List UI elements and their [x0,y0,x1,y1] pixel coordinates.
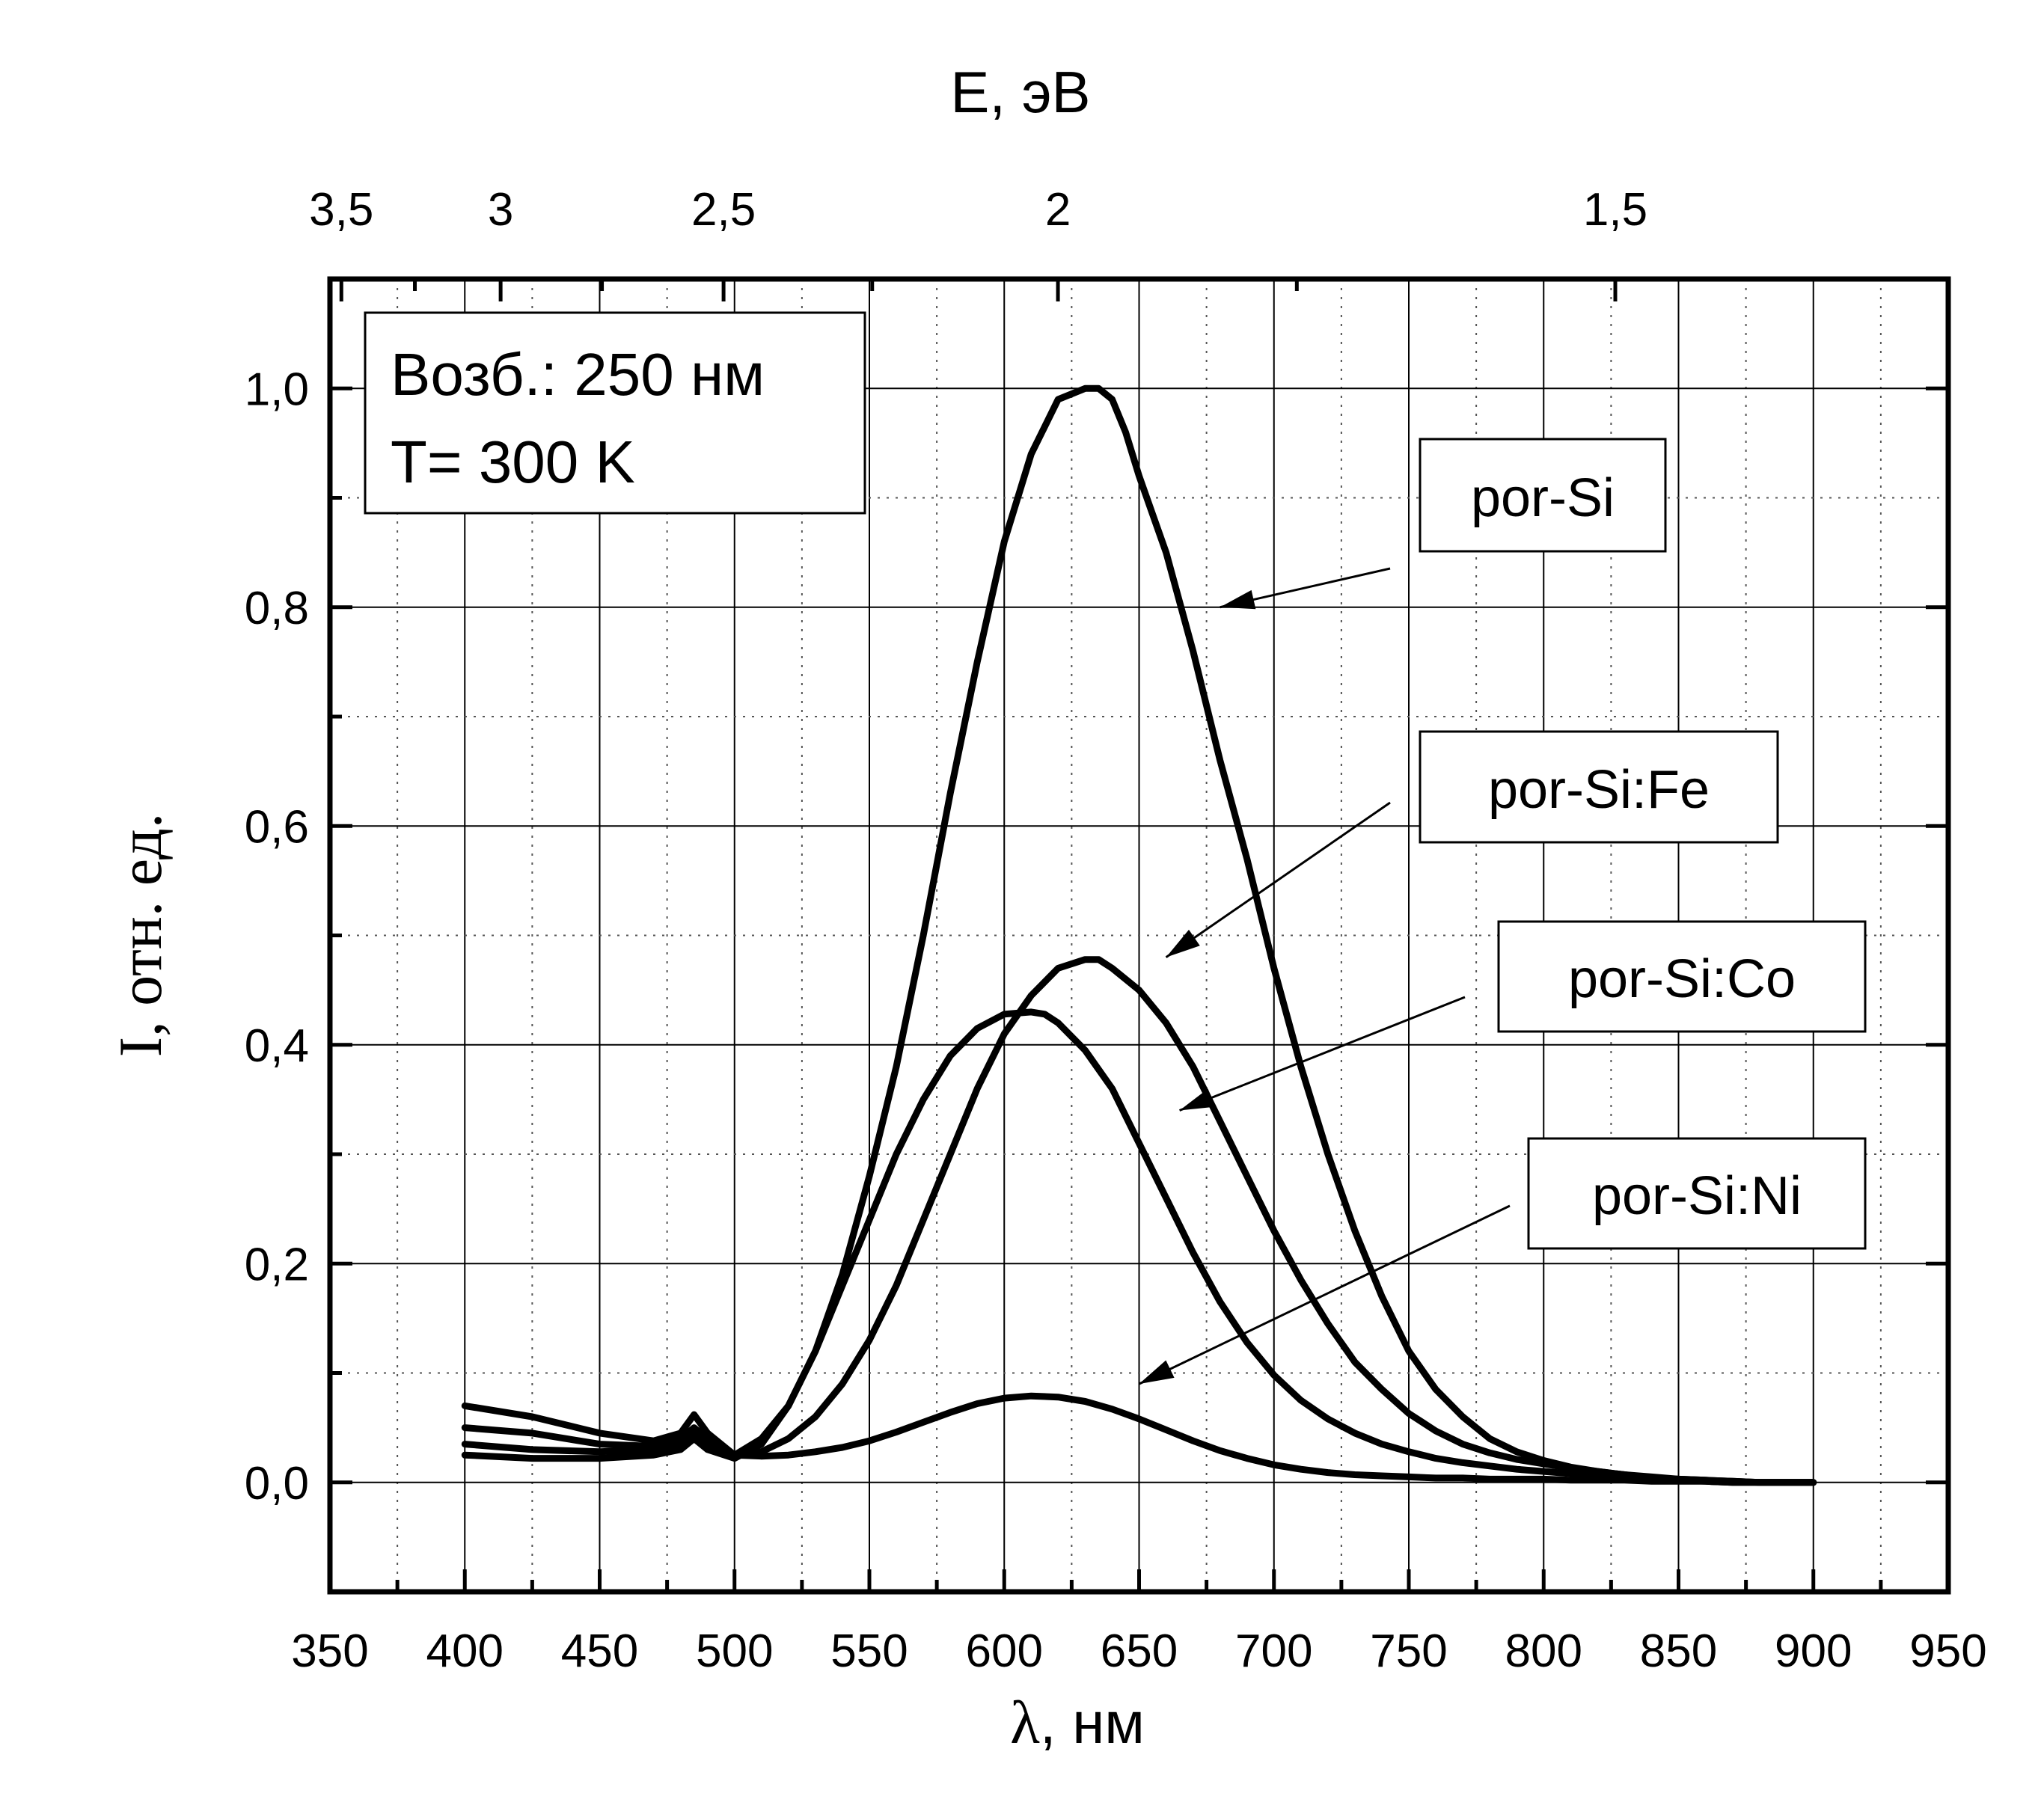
info-box: Возб.: 250 нм T= 300 K [364,311,866,515]
arrow-head [1139,1360,1175,1385]
info-temperature: T= 300 K [391,429,635,495]
x-tick-label: 950 [1909,1625,1986,1677]
x-tick-label: 850 [1640,1625,1717,1677]
x-tick-label: 350 [291,1625,368,1677]
arrow-head [1220,589,1256,610]
y-axis-title: I, отн. ед. [106,813,174,1057]
top-tick-label: 2,5 [691,184,756,236]
series-line-por-si-ni [461,1392,1817,1486]
series-annotations: por-Si por-Si:Fe por-Si:Co por-Si:Ni [1138,438,1867,1385]
x-axis-title: λ, нм [1010,1688,1145,1756]
y-tick-label: 0,4 [245,1020,309,1072]
y-tick-label: 0,8 [245,583,309,634]
arrow-por-si-fe [1165,801,1391,958]
curves [461,384,1817,1486]
annotation-por-si-co: por-Si:Co [1179,920,1867,1112]
top-tick-label: 3,5 [309,184,373,236]
x-axis-symbol: λ [1010,1688,1040,1756]
x-axis-unit: , нм [1040,1690,1145,1756]
top-tick-label: 3 [488,184,513,236]
arrow-por-si-ni [1138,1204,1511,1385]
x-tick-label: 600 [966,1625,1043,1677]
annotation-por-si: por-Si [1220,438,1667,610]
label-box-por-si [1419,438,1667,553]
x-tick-label: 700 [1235,1625,1312,1677]
y-tick-label: 0,2 [245,1239,309,1290]
annotation-por-si-ni: por-Si:Ni [1138,1137,1867,1385]
top-tick-label: 1,5 [1583,184,1647,236]
label-box-por-si-fe [1419,730,1779,844]
annotation-por-si-fe: por-Si:Fe [1165,730,1779,958]
label-por-si-fe: por-Si:Fe [1488,760,1710,820]
y-tick-label: 1,0 [245,364,309,415]
top-axis-title: E, эВ [950,59,1090,125]
x-tick-label: 750 [1370,1625,1447,1677]
x-tick-label: 400 [426,1625,504,1677]
x-tick-label: 650 [1101,1625,1178,1677]
x-tick-label: 500 [696,1625,773,1677]
label-por-si: por-Si [1471,468,1615,528]
top-tick-label: 2 [1045,184,1071,236]
x-tick-label: 800 [1505,1625,1582,1677]
arrow-head [1179,1088,1216,1111]
tick-labels: 350 400 450 500 550 600 650 700 750 800 850 900 950 0… [245,184,1987,1677]
y-tick-label: 0,6 [245,801,309,853]
info-excitation: Возб.: 250 нм [391,341,765,408]
info-box-frame [364,311,866,515]
label-por-si-ni: por-Si:Ni [1592,1166,1802,1226]
x-tick-label: 550 [830,1625,908,1677]
label-por-si-co: por-Si:Co [1568,949,1796,1009]
axis-ticks [328,279,1950,1592]
arrow-head [1166,929,1200,957]
series-line-por-si-co [461,1008,1817,1486]
label-box-por-si-ni [1527,1137,1867,1250]
series-line-por-si-fe [461,956,1817,1486]
x-tick-label: 450 [561,1625,638,1677]
x-tick-label: 900 [1775,1625,1852,1677]
label-box-por-si-co [1497,920,1867,1033]
y-tick-label: 0,0 [245,1458,309,1510]
arrow-por-si-co [1179,996,1466,1112]
